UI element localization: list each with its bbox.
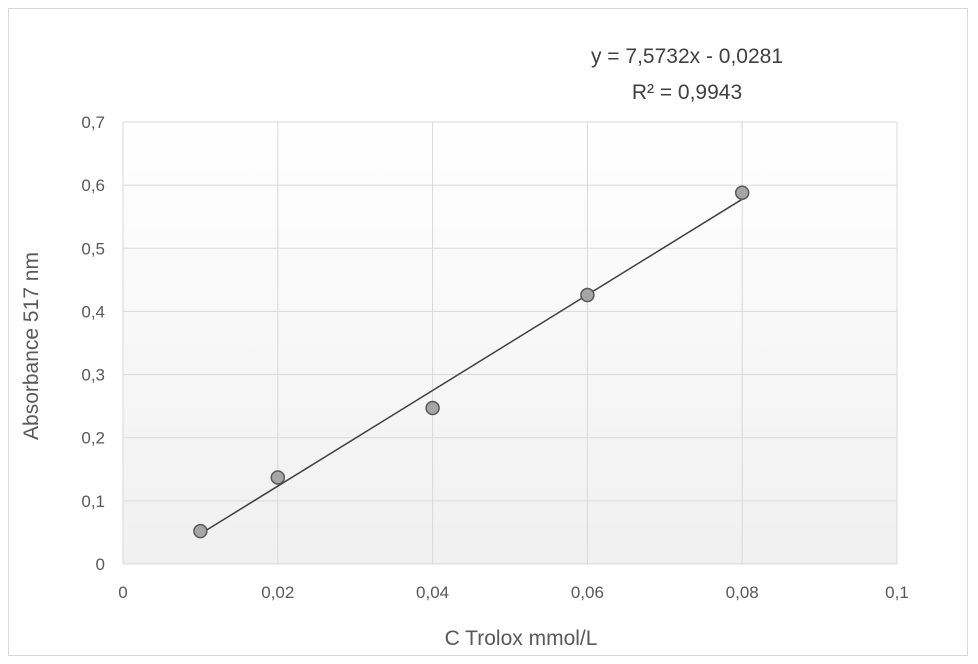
y-tick-label: 0,4 [81,302,105,321]
trendline [200,198,743,535]
data-point [270,470,286,485]
x-tick-label: 0,02 [261,583,294,602]
y-tick-label: 0,1 [81,492,105,511]
data-point [193,523,208,539]
gridlines [122,121,898,565]
y-tick-label: 0,3 [81,366,105,385]
data-point [425,400,440,416]
x-tick-label: 0,08 [726,583,759,602]
x-tick-label: 0,1 [885,583,909,602]
data-points [193,185,750,539]
data-point [580,287,595,303]
x-axis-title: C Trolox mmol/L [445,627,598,650]
x-tick-labels: 0 0,02 0,04 0,06 0,08 0,1 [118,583,909,602]
y-tick-label: 0,2 [81,429,105,448]
trendline-r-squared: R² = 0,9943 [632,81,742,104]
y-tick-labels: 0 0,1 0,2 0,3 0,4 0,5 0,6 0,7 [81,113,105,574]
y-tick-label: 0 [96,555,105,574]
y-tick-label: 0,5 [81,239,105,258]
trendline-equation: y = 7,5732x - 0,0281 [591,45,783,68]
x-tick-label: 0,06 [571,583,604,602]
y-tick-label: 0,6 [81,176,105,195]
x-tick-label: 0,04 [416,583,449,602]
y-tick-label: 0,7 [81,113,105,132]
trendline-layer [200,198,743,535]
x-tick-label: 0 [118,583,127,602]
y-axis-title: Absorbance 517 nm [20,252,43,440]
data-point [734,185,750,200]
